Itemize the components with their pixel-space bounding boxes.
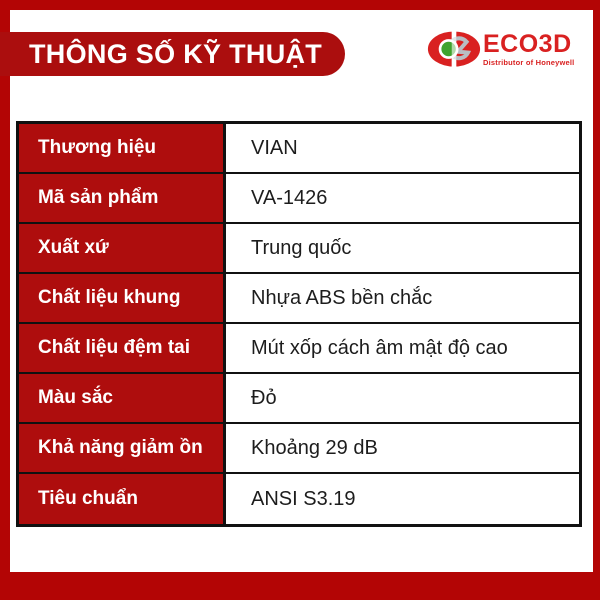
frame-top-bar: [0, 0, 600, 10]
frame-left-bar: [0, 0, 10, 600]
spec-label-cell: Mã sản phẩm: [19, 174, 226, 222]
spec-label-cell: Tiêu chuẩn: [19, 474, 226, 524]
spec-table: Thương hiệu VIAN Mã sản phẩm VA-1426 Xuấ…: [16, 121, 582, 527]
spec-value-cell: VA-1426: [226, 174, 579, 222]
spec-label-cell: Chất liệu đệm tai: [19, 324, 226, 372]
table-row: Xuất xứ Trung quốc: [19, 224, 579, 274]
spec-label-cell: Màu sắc: [19, 374, 226, 422]
spec-value-cell: Khoảng 29 dB: [226, 424, 579, 472]
logo-brand-label: ECO3D: [483, 29, 572, 58]
logo-tagline-label: Distributor of Honeywell: [483, 57, 575, 67]
spec-value-cell: Nhựa ABS bền chắc: [226, 274, 579, 322]
table-row: Chất liệu khung Nhựa ABS bền chắc: [19, 274, 579, 324]
spec-value-cell: Mút xốp cách âm mật độ cao: [226, 324, 579, 372]
eco3d-oval-g-icon: [427, 30, 481, 68]
spec-label-cell: Chất liệu khung: [19, 274, 226, 322]
eco3d-logo: ECO3D Distributor of Honeywell: [427, 30, 574, 68]
table-row: Tiêu chuẩn ANSI S3.19: [19, 474, 579, 524]
table-row: Mã sản phẩm VA-1426: [19, 174, 579, 224]
table-row: Khả năng giảm ồn Khoảng 29 dB: [19, 424, 579, 474]
spec-value-cell: Trung quốc: [226, 224, 579, 272]
table-row: Chất liệu đệm tai Mút xốp cách âm mật độ…: [19, 324, 579, 374]
spec-value-cell: VIAN: [226, 124, 579, 172]
frame-right-bar: [593, 0, 600, 600]
spec-label-cell: Thương hiệu: [19, 124, 226, 172]
table-row: Thương hiệu VIAN: [19, 124, 579, 174]
table-row: Màu sắc Đỏ: [19, 374, 579, 424]
title-banner: THÔNG SỐ KỸ THUẬT: [0, 32, 345, 76]
logo-text: ECO3D Distributor of Honeywell: [483, 29, 575, 67]
frame-bottom-bar: [0, 572, 600, 600]
spec-label-cell: Xuất xứ: [19, 224, 226, 272]
spec-label-cell: Khả năng giảm ồn: [19, 424, 226, 472]
spec-value-cell: ANSI S3.19: [226, 474, 579, 524]
spec-value-cell: Đỏ: [226, 374, 579, 422]
page-title: THÔNG SỐ KỸ THUẬT: [29, 38, 323, 69]
